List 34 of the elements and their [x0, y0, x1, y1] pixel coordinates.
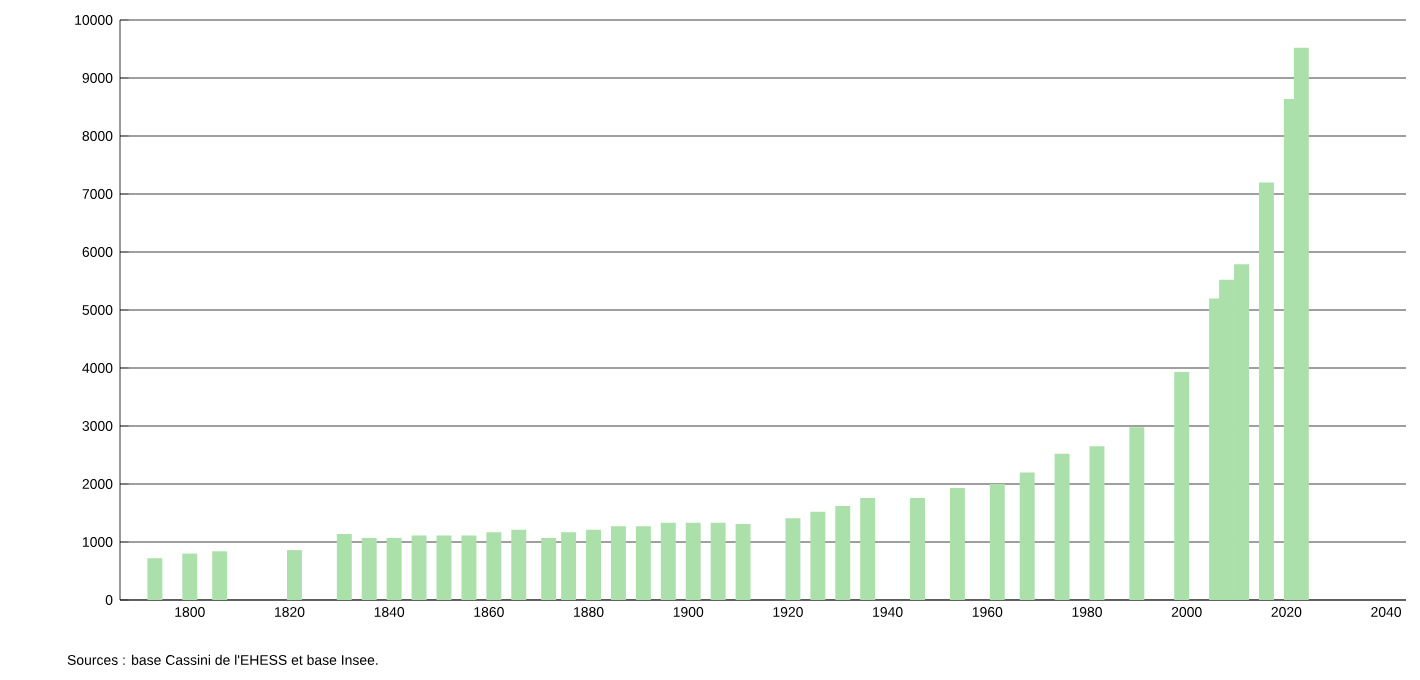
bar	[1054, 453, 1070, 600]
bar	[286, 550, 302, 600]
bar	[1019, 472, 1035, 600]
bar	[860, 497, 876, 600]
bar	[949, 488, 965, 600]
bar	[785, 518, 801, 600]
bar	[685, 522, 701, 600]
bar	[511, 529, 527, 600]
bar	[336, 533, 352, 600]
bar	[735, 524, 751, 600]
bar	[147, 558, 163, 600]
bar	[1129, 427, 1145, 600]
bar	[989, 484, 1005, 600]
bar	[461, 535, 477, 600]
bar	[182, 553, 198, 600]
bar	[660, 522, 676, 600]
bar	[386, 537, 402, 600]
bar	[635, 526, 651, 600]
bar	[710, 522, 726, 600]
bar	[1089, 446, 1105, 600]
bar	[810, 511, 826, 600]
bar	[835, 506, 851, 600]
bar	[1174, 372, 1190, 600]
bar	[1258, 182, 1274, 600]
bar	[586, 529, 602, 600]
bar	[541, 537, 557, 600]
bar	[910, 497, 926, 600]
bar	[486, 532, 502, 600]
bar	[361, 537, 377, 600]
bar	[411, 535, 427, 600]
bar	[610, 526, 626, 600]
bar	[436, 535, 452, 600]
bar	[561, 532, 577, 600]
bar	[212, 551, 228, 600]
